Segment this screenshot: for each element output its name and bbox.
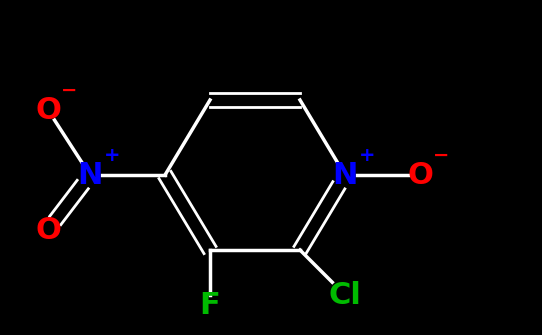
- Text: +: +: [359, 146, 376, 165]
- Text: −: −: [433, 146, 449, 165]
- Text: −: −: [61, 81, 78, 100]
- Text: N: N: [332, 160, 358, 190]
- Text: O: O: [35, 215, 61, 245]
- Text: Cl: Cl: [328, 280, 362, 310]
- Text: O: O: [35, 95, 61, 125]
- Text: N: N: [78, 160, 102, 190]
- Text: F: F: [199, 290, 221, 320]
- Text: +: +: [104, 146, 120, 165]
- Text: O: O: [407, 160, 433, 190]
